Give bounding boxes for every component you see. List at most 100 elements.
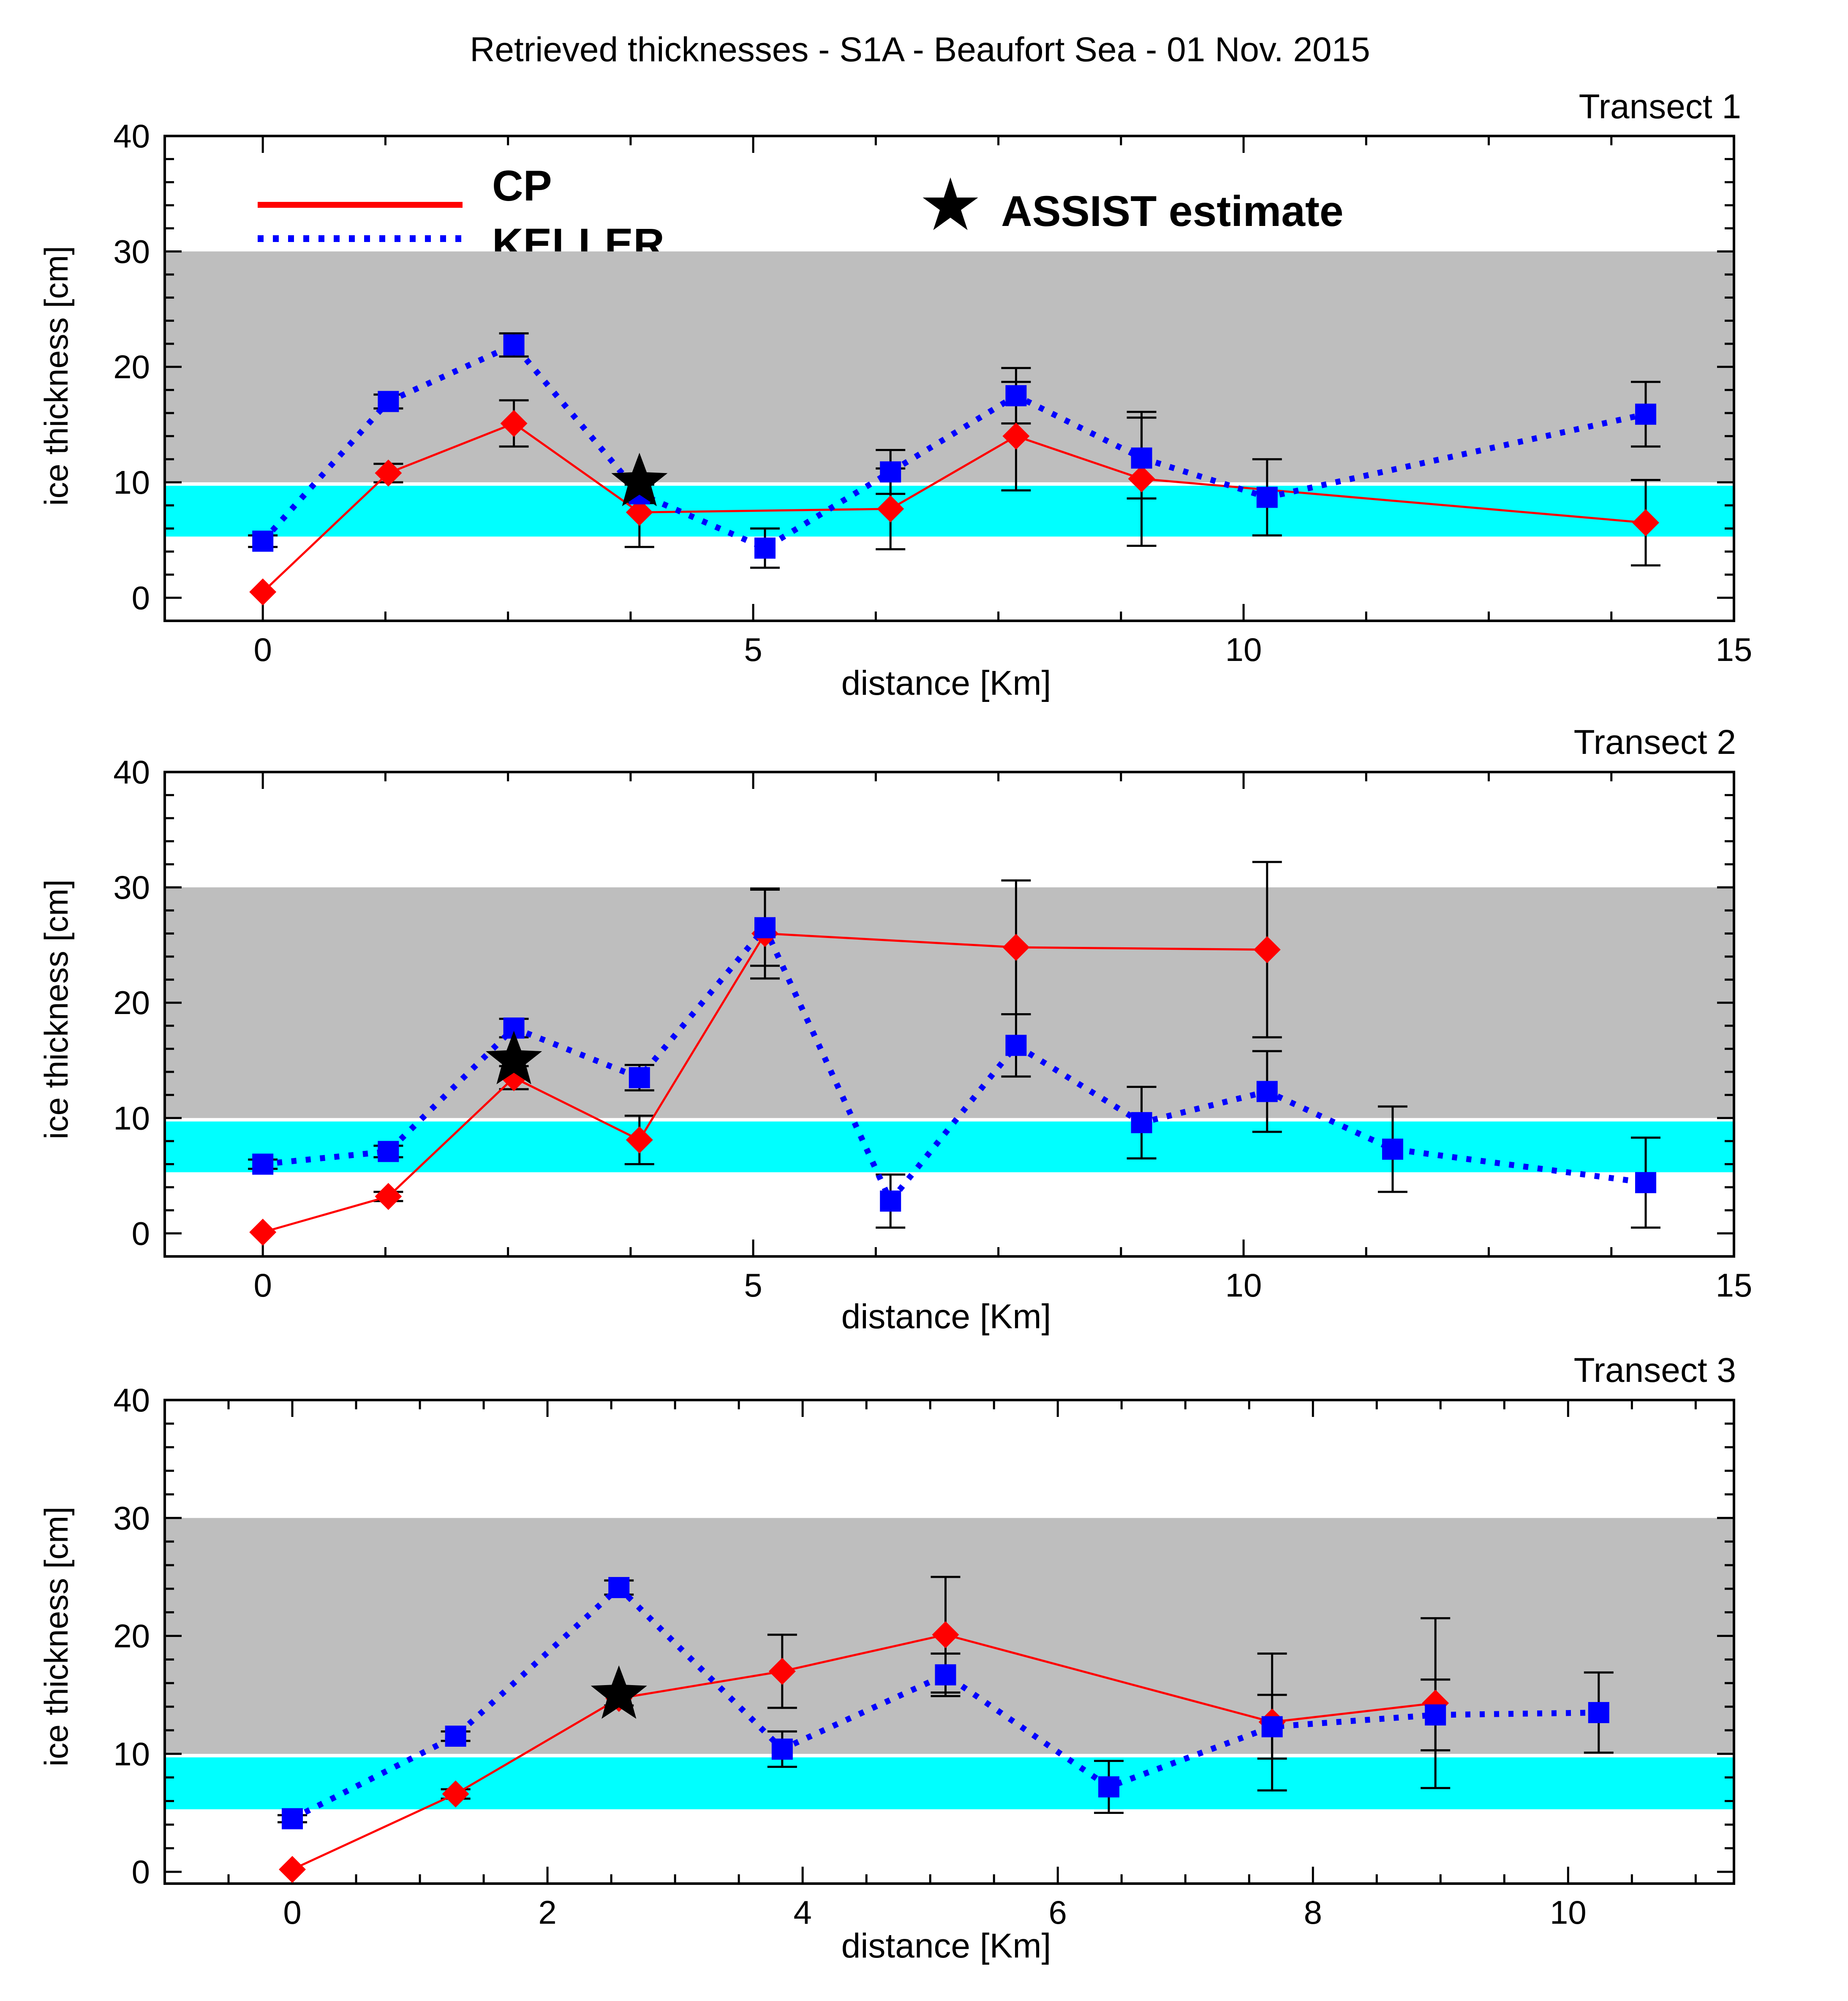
panel-2-keller-marker xyxy=(1382,1139,1403,1160)
panel-1-xtick-label: 15 xyxy=(1716,631,1753,668)
panel-2-keller-marker xyxy=(1256,1081,1278,1102)
panel-1-cp-marker xyxy=(1002,422,1030,450)
panel-3-xlabel: distance [Km] xyxy=(841,1927,1051,1965)
panel-1-cp-marker xyxy=(500,410,528,437)
panel-3-assist-star-icon xyxy=(591,1665,647,1719)
panel-1-cp-marker xyxy=(1632,509,1660,536)
panel-2-cp-marker xyxy=(249,1218,277,1246)
panel-2-cp-marker xyxy=(375,1183,402,1210)
panel-2-cp-marker xyxy=(1002,934,1030,961)
panel-3-keller-marker xyxy=(935,1664,956,1686)
panel-2-xtick-label: 10 xyxy=(1225,1267,1262,1304)
panel-1-ytick-label: 10 xyxy=(113,464,150,501)
panel-2-xtick-label: 15 xyxy=(1716,1267,1753,1304)
figure-title: Retrieved thicknesses - S1A - Beaufort S… xyxy=(470,30,1370,69)
panel-1-xtick-label: 5 xyxy=(744,631,762,668)
panel-1-cp-marker xyxy=(626,499,653,526)
panel-3-cp-marker xyxy=(768,1658,796,1685)
panel-2-keller-marker xyxy=(1005,1035,1027,1056)
panel-2-assist-star-icon xyxy=(486,1030,542,1085)
panel-2-cp-marker xyxy=(1253,936,1281,963)
panel-3-xtick-label: 0 xyxy=(283,1894,301,1931)
panel-2-xlabel: distance [Km] xyxy=(841,1297,1051,1336)
panel-1: 0 5 10 15 0 10 20 30 40 Transect 1 distance [Km]… xyxy=(38,87,1752,702)
legend-star-icon xyxy=(923,177,978,230)
panel-3-keller-marker xyxy=(445,1725,466,1747)
panel-2: 0 5 10 15 0 10 20 30 40 Transect 2 distance [Km]… xyxy=(38,723,1752,1336)
panel-3-ytick-label: 10 xyxy=(113,1735,150,1773)
panel-2-keller-marker xyxy=(1131,1112,1152,1134)
panel-3-xtick-label: 8 xyxy=(1304,1894,1322,1931)
panel-3-ylabel: ice thickness [cm] xyxy=(38,1506,75,1767)
panel-3-ytick-label: 0 xyxy=(132,1853,150,1890)
panel-2-gray-band xyxy=(165,887,1734,1118)
panel-2-plot-frame xyxy=(163,771,1735,1258)
panel-2-ytick-label: 20 xyxy=(113,984,150,1021)
panel-3-cp-marker xyxy=(932,1621,959,1648)
panel-1-keller-marker xyxy=(503,334,525,356)
panel-1-keller-marker xyxy=(754,537,776,559)
panel-2-ytick-label: 40 xyxy=(113,753,150,791)
legend-cp-label: CP xyxy=(492,162,552,210)
panel-1-ytick-label: 20 xyxy=(113,348,150,386)
panel-3-keller-marker xyxy=(1098,1776,1120,1797)
panel-3-ytick-label: 40 xyxy=(113,1381,150,1419)
panel-3-xtick-label: 4 xyxy=(793,1894,811,1931)
panel-3-xtick-label: 2 xyxy=(538,1894,556,1931)
panel-3-keller-marker xyxy=(608,1577,630,1599)
panel-1-keller-marker xyxy=(1005,385,1027,406)
panel-1-xtick-label: 10 xyxy=(1225,631,1262,668)
panel-2-ytick-label: 30 xyxy=(113,869,150,906)
legend: CP KELLER ASSIST estimate xyxy=(258,162,1344,268)
panel-2-ylabel: ice thickness [cm] xyxy=(38,879,75,1139)
panel-3-cp-marker xyxy=(279,1856,306,1883)
panel-3-cp-marker xyxy=(442,1780,469,1808)
panel-1-cp-marker xyxy=(877,495,904,522)
panel-2-keller-marker xyxy=(378,1141,399,1162)
panel-3-ytick-label: 30 xyxy=(113,1499,150,1536)
panel-1-keller-marker xyxy=(378,391,399,412)
panel-1-keller-marker xyxy=(880,461,901,483)
panel-2-cyan-band xyxy=(165,1121,1734,1172)
panel-3-plot-frame xyxy=(163,1399,1735,1885)
panel-1-cp-marker xyxy=(1128,465,1155,492)
panel-1-cp-marker xyxy=(249,578,277,606)
panel-1-keller-marker xyxy=(1131,447,1152,469)
panel-3-ytick-label: 20 xyxy=(113,1618,150,1655)
panel-1-title: Transect 1 xyxy=(1579,87,1741,126)
panel-2-title: Transect 2 xyxy=(1574,723,1736,761)
panel-1-cyan-band xyxy=(165,486,1734,537)
panel-3-xtick-label: 10 xyxy=(1550,1894,1587,1931)
panel-3: 0 2 4 6 8 10 0 10 20 30 40 Transect 3 distance [Km… xyxy=(38,1351,1736,1965)
panel-1-xtick-label: 0 xyxy=(253,631,272,668)
panel-2-keller-marker xyxy=(880,1190,901,1212)
panel-1-keller-marker xyxy=(1256,487,1278,508)
panel-1-assist-star-icon xyxy=(611,453,668,506)
panel-1-xlabel: distance [Km] xyxy=(841,664,1051,702)
panel-3-cyan-band xyxy=(165,1757,1734,1810)
panel-2-ytick-label: 0 xyxy=(132,1215,150,1252)
panel-1-ytick-label: 0 xyxy=(132,579,150,616)
panel-1-ylabel: ice thickness [cm] xyxy=(38,246,75,506)
panel-1-cp-line xyxy=(262,422,1646,593)
panel-3-keller-marker xyxy=(1425,1704,1446,1726)
panel-3-title: Transect 3 xyxy=(1574,1351,1736,1389)
panel-2-cp-marker xyxy=(626,1126,653,1154)
panel-1-cp-marker xyxy=(375,459,402,487)
panel-3-keller-marker xyxy=(771,1738,793,1760)
panel-2-keller-marker xyxy=(1635,1172,1657,1194)
panel-2-keller-marker xyxy=(252,1153,274,1175)
panel-1-gray-band xyxy=(165,251,1734,482)
panel-1-ytick-label: 30 xyxy=(113,233,150,270)
panel-2-keller-marker xyxy=(629,1067,650,1088)
panel-3-keller-marker xyxy=(282,1808,303,1830)
panel-1-ytick-label: 40 xyxy=(113,117,150,155)
panel-3-keller-marker xyxy=(1588,1702,1609,1724)
panel-3-xtick-label: 6 xyxy=(1049,1894,1067,1931)
panel-3-keller-line xyxy=(291,1583,1599,1822)
panel-2-xtick-label: 5 xyxy=(744,1267,762,1304)
panel-2-ytick-label: 10 xyxy=(113,1099,150,1136)
panel-3-keller-marker xyxy=(1261,1716,1283,1737)
panel-2-xtick-label: 0 xyxy=(253,1267,272,1304)
